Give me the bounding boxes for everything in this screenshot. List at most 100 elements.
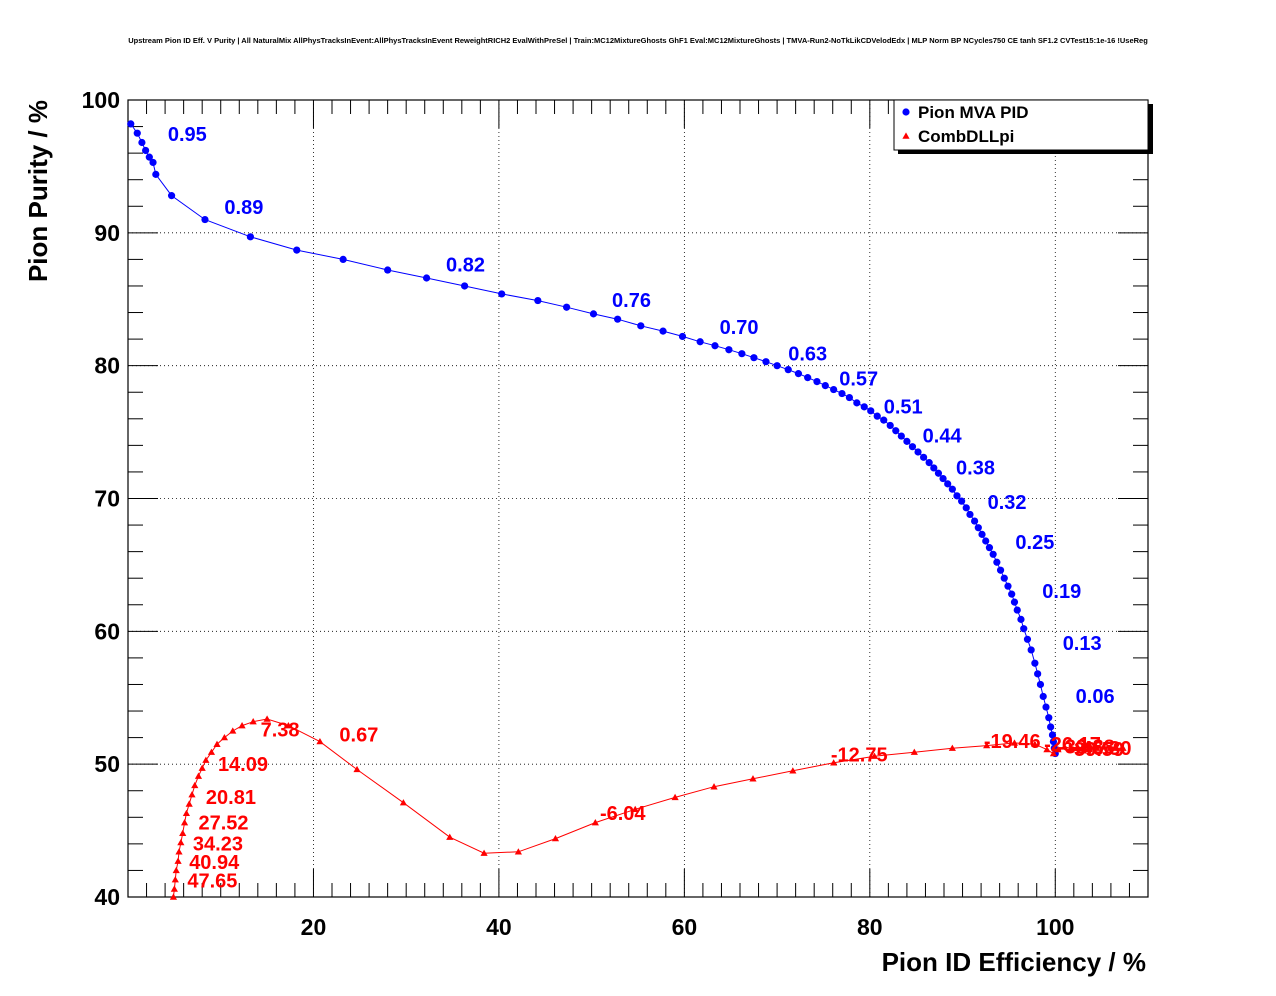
data-point (446, 833, 454, 840)
data-point (149, 158, 157, 167)
legend-marker (902, 132, 910, 139)
data-point (886, 421, 894, 430)
data-point (480, 849, 488, 856)
data-point (920, 453, 928, 461)
data-point (631, 805, 639, 813)
data-point (229, 727, 237, 734)
data-point (939, 474, 947, 483)
data-point (551, 834, 560, 842)
x-tick-label: 60 (672, 914, 698, 940)
data-point (773, 362, 781, 370)
legend-marker (902, 108, 910, 116)
data-point (249, 718, 257, 725)
data-point (853, 399, 861, 407)
series-layer (127, 120, 1127, 900)
series-combdllpi (169, 715, 1127, 900)
data-point (985, 544, 994, 552)
data-point (384, 266, 392, 274)
data-point (934, 469, 943, 477)
data-point (1023, 635, 1032, 643)
data-point (170, 885, 178, 892)
chart-title: Upstream Pion ID Eff. V Purity | All Nat… (128, 36, 1148, 45)
data-point (750, 354, 758, 362)
data-point (514, 848, 522, 855)
data-point (246, 233, 254, 241)
data-point (169, 893, 178, 900)
point-label: 0.13 (1063, 633, 1102, 655)
y-tick-label: 100 (82, 87, 120, 113)
data-point (867, 407, 875, 415)
data-point (989, 550, 997, 558)
point-label: 0.44 (923, 426, 963, 448)
data-point (910, 748, 918, 755)
point-label: -6.04 (600, 803, 646, 825)
point-label: 20.81 (206, 787, 256, 809)
point-label: -19.46 (984, 731, 1041, 753)
data-point (591, 819, 599, 826)
legend-box (893, 99, 1149, 151)
point-label: 0.70 (720, 317, 759, 339)
y-tick-label: 70 (94, 486, 120, 512)
data-point (133, 129, 141, 137)
point-label: 40.94 (189, 852, 240, 874)
data-point (944, 480, 952, 488)
point-label: -39.59 (1067, 739, 1124, 761)
data-point (725, 346, 733, 354)
point-label: 0.32 (988, 492, 1027, 514)
point-label: 0.95 (168, 124, 207, 146)
data-point (794, 370, 803, 378)
data-point (498, 290, 506, 298)
data-point (873, 412, 881, 420)
data-point (138, 138, 146, 147)
data-point (185, 800, 193, 807)
data-point (830, 385, 838, 394)
data-point (1004, 582, 1012, 590)
data-point (339, 255, 347, 263)
data-point (1013, 606, 1021, 614)
data-point (958, 497, 966, 505)
data-point (1031, 740, 1039, 747)
data-point (461, 282, 469, 290)
data-point (966, 510, 974, 519)
x-tick-label: 40 (486, 914, 512, 940)
data-point (1048, 731, 1057, 739)
series-line (172, 718, 1123, 898)
data-point (220, 734, 229, 741)
data-point (784, 366, 792, 374)
data-point (213, 740, 221, 747)
grid-lines (128, 100, 1148, 897)
data-point (1049, 749, 1058, 757)
data-point (182, 809, 191, 817)
data-point (838, 389, 846, 398)
data-point (1008, 590, 1016, 598)
point-label: 0.51 (884, 396, 923, 418)
data-point (1119, 744, 1127, 751)
data-point (194, 772, 203, 779)
data-point (152, 170, 160, 178)
point-label: 0.82 (446, 254, 485, 276)
y-axis-label: Pion Purity / % (23, 100, 53, 282)
data-point (201, 215, 209, 224)
data-point (127, 120, 135, 128)
data-point (1027, 646, 1035, 654)
data-point (188, 791, 196, 798)
point-label: 47.65 (187, 871, 237, 893)
point-label: 0.57 (839, 369, 878, 391)
x-axis-label: Pion ID Efficiency / % (882, 947, 1146, 977)
data-point (1086, 743, 1095, 750)
data-point (1054, 745, 1062, 753)
data-point (175, 848, 183, 855)
data-point (1106, 744, 1114, 751)
y-tick-label: 60 (94, 618, 120, 644)
point-label: -12.75 (831, 745, 888, 767)
data-point (1039, 692, 1047, 701)
data-point (1099, 743, 1108, 750)
data-point (892, 427, 900, 435)
data-point (1031, 659, 1039, 667)
data-point (974, 524, 982, 532)
data-point (671, 793, 679, 801)
data-point (962, 504, 970, 512)
data-point (1080, 744, 1088, 751)
data-point (870, 752, 879, 759)
